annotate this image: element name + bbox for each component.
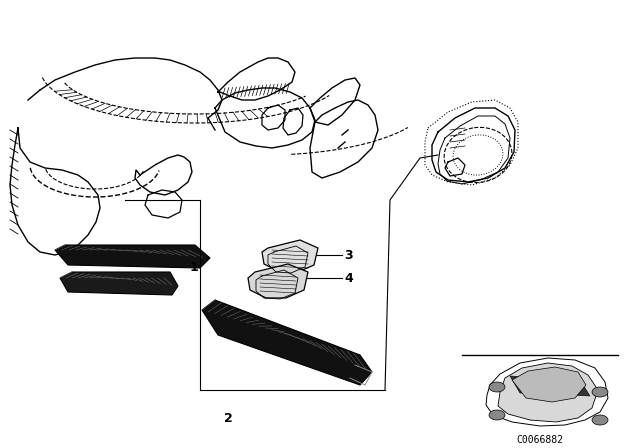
Ellipse shape <box>489 382 505 392</box>
Ellipse shape <box>592 415 608 425</box>
Text: 1: 1 <box>189 260 198 273</box>
Polygon shape <box>248 264 308 298</box>
Polygon shape <box>512 367 586 402</box>
Ellipse shape <box>489 410 505 420</box>
Text: 4: 4 <box>344 271 353 284</box>
Polygon shape <box>498 363 598 422</box>
Text: 3: 3 <box>344 249 353 262</box>
Polygon shape <box>510 376 590 396</box>
Text: C0066882: C0066882 <box>516 435 563 445</box>
Text: 2: 2 <box>223 412 232 425</box>
Polygon shape <box>202 300 372 385</box>
Polygon shape <box>55 245 210 268</box>
Polygon shape <box>60 272 178 295</box>
Ellipse shape <box>592 387 608 397</box>
Polygon shape <box>262 240 318 272</box>
